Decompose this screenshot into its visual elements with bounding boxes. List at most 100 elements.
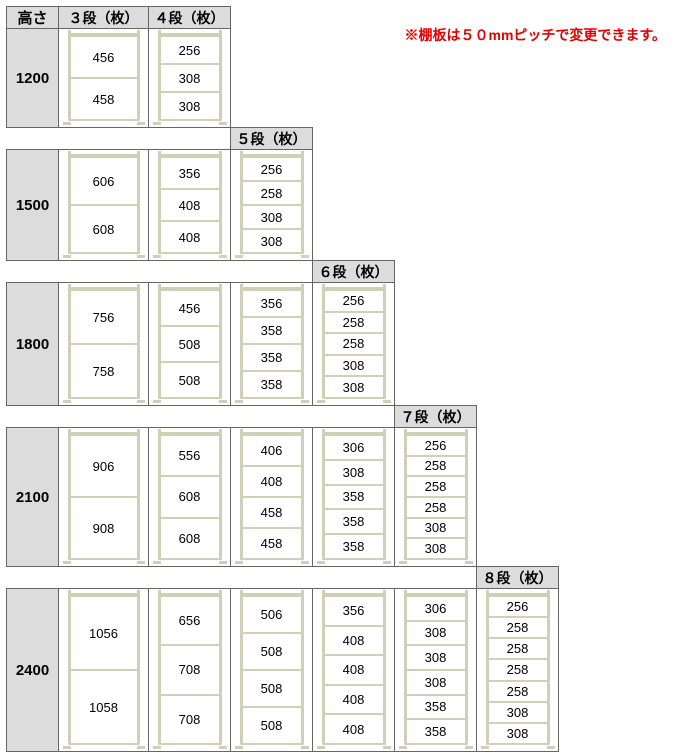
shelf-spacing: 308 — [407, 620, 465, 645]
cell-2100-t7: 256258258258308308 — [395, 428, 477, 567]
shelf-spacing: 358 — [325, 533, 383, 558]
shelf-spacing: 308 — [407, 644, 465, 669]
shelf-spacing: 708 — [161, 644, 219, 693]
cell-2100-t6: 306308358358358 — [313, 428, 395, 567]
cell-1500-t5: 256258308308 — [231, 150, 313, 261]
shelf-spacing: 1056 — [71, 595, 137, 669]
shelf-spacing: 258 — [243, 180, 301, 204]
rack-diagram: 256258258308308 — [313, 283, 394, 405]
shelf-spacing: 308 — [325, 375, 383, 397]
shelf-spacing: 358 — [407, 694, 465, 719]
cell-1800-t3: 756758 — [59, 283, 149, 406]
shelf-spacing: 256 — [489, 595, 547, 616]
cell-2100-t3: 906908 — [59, 428, 149, 567]
shelf-spacing: 258 — [489, 680, 547, 701]
shelf-spacing: 358 — [243, 370, 301, 397]
shelf-spacing: 308 — [407, 537, 465, 558]
shelf-spacing: 508 — [243, 706, 301, 743]
rack-diagram: 256258258258258308308 — [477, 589, 558, 751]
shelf-spacing: 306 — [407, 595, 465, 620]
cell-1200-t3: 456458 — [59, 29, 149, 128]
shelf-spacing: 258 — [407, 496, 465, 517]
shelf-spacing: 258 — [489, 616, 547, 637]
shelf-spacing: 408 — [325, 654, 383, 684]
shelf-spacing: 308 — [407, 517, 465, 538]
shelf-spacing: 908 — [71, 496, 137, 558]
height-label: 2100 — [7, 428, 59, 567]
shelf-spacing: 406 — [243, 434, 301, 465]
header-height: 高さ — [7, 7, 59, 29]
cell-2400-t8: 256258258258258308308 — [477, 589, 559, 752]
shelf-spacing: 358 — [325, 484, 383, 509]
shelf-spacing: 256 — [243, 156, 301, 180]
height-label: 2400 — [7, 589, 59, 752]
cell-1800-t5: 356358358358 — [231, 283, 313, 406]
shelf-spacing: 256 — [407, 434, 465, 455]
shelf-spacing: 456 — [161, 289, 219, 325]
rack-diagram: 10561058 — [59, 589, 148, 751]
shelf-spacing: 306 — [325, 434, 383, 459]
shelf-spacing: 356 — [161, 156, 219, 188]
rack-diagram: 506508508508 — [231, 589, 312, 751]
shelf-spacing: 608 — [161, 517, 219, 558]
header-t7: ７段（枚） — [395, 406, 477, 428]
shelf-spacing: 508 — [243, 669, 301, 706]
shelf-spacing: 408 — [325, 713, 383, 743]
cell-2100-t4: 556608608 — [149, 428, 231, 567]
shelf-spacing: 358 — [407, 718, 465, 743]
cell-2100-t5: 406408458458 — [231, 428, 313, 567]
shelf-spacing: 308 — [243, 204, 301, 228]
rack-diagram: 456458 — [59, 29, 148, 127]
shelf-spacing: 608 — [161, 475, 219, 516]
shelf-spacing: 606 — [71, 156, 137, 204]
cell-2400-t6: 356408408408408 — [313, 589, 395, 752]
shelf-spacing: 556 — [161, 434, 219, 475]
cell-1500-t4: 356408408 — [149, 150, 231, 261]
shelf-spacing: 258 — [407, 475, 465, 496]
shelf-spacing: 308 — [489, 722, 547, 743]
cell-2400-t4: 656708708 — [149, 589, 231, 752]
shelf-spacing: 708 — [161, 694, 219, 743]
header-t4: ４段（枚） — [149, 7, 231, 29]
height-label: 1200 — [7, 29, 59, 128]
cell-2400-t5: 506508508508 — [231, 589, 313, 752]
rack-diagram: 656708708 — [149, 589, 230, 751]
cell-2400-t7: 306308308308358358 — [395, 589, 477, 752]
shelf-spacing: 656 — [161, 595, 219, 644]
cell-1500-t3: 606608 — [59, 150, 149, 261]
rack-diagram: 456508508 — [149, 283, 230, 405]
shelf-spacing: 258 — [489, 658, 547, 679]
shelf-spacing: 408 — [325, 684, 383, 714]
height-label: 1500 — [7, 150, 59, 261]
rack-diagram: 556608608 — [149, 428, 230, 566]
rack-diagram: 906908 — [59, 428, 148, 566]
rack-diagram: 256258308308 — [231, 150, 312, 260]
shelf-spacing: 308 — [325, 354, 383, 376]
shelf-spacing: 758 — [71, 343, 137, 397]
header-t6: ６段（枚） — [313, 261, 395, 283]
shelf-spacing: 506 — [243, 595, 301, 632]
shelf-spacing: 308 — [161, 63, 219, 91]
header-t3: ３段（枚） — [59, 7, 149, 29]
rack-diagram: 356408408408408 — [313, 589, 394, 751]
cell-1200-t4: 256308308 — [149, 29, 231, 128]
shelf-spacing: 358 — [325, 508, 383, 533]
shelf-spacing: 308 — [325, 459, 383, 484]
shelf-spacing: 358 — [243, 343, 301, 370]
shelf-spacing: 408 — [161, 220, 219, 252]
shelf-spacing: 308 — [489, 701, 547, 722]
shelf-spacing: 608 — [71, 204, 137, 252]
rack-diagram: 256308308 — [149, 29, 230, 127]
shelf-spacing: 356 — [325, 595, 383, 625]
shelf-spacing: 458 — [71, 77, 137, 119]
shelf-spacing: 408 — [243, 465, 301, 496]
rack-diagram: 606608 — [59, 150, 148, 260]
shelf-spacing: 408 — [325, 625, 383, 655]
shelf-spacing: 408 — [161, 188, 219, 220]
rack-diagram: 356408408 — [149, 150, 230, 260]
shelf-spacing: 356 — [243, 289, 301, 316]
shelf-spacing: 258 — [325, 332, 383, 354]
rack-diagram: 406408458458 — [231, 428, 312, 566]
rack-diagram: 256258258258308308 — [395, 428, 476, 566]
shelf-spacing: 458 — [243, 527, 301, 558]
